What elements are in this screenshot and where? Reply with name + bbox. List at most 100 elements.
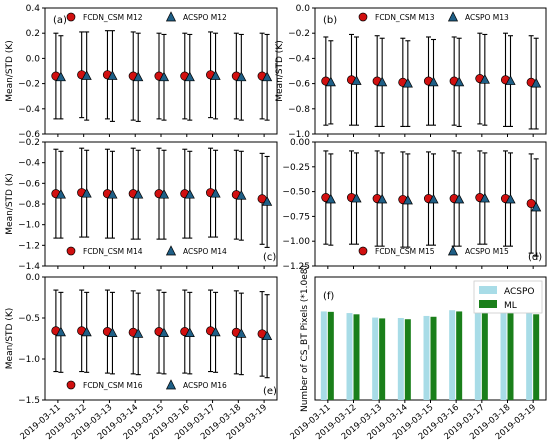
data-point-triangle (81, 187, 92, 198)
data-point-triangle (377, 76, 388, 87)
y-tick-label: −0.4 (288, 54, 310, 64)
legend-label: FCDN_CSM M16 (83, 381, 143, 390)
data-point-triangle (107, 327, 118, 337)
panel-f: Number of CS_BT Pixels (*1.0e8) ACSPO ML (f… (288, 265, 547, 442)
legend-label: FCDN_CSM M14 (83, 247, 143, 256)
panel-label: (f) (323, 291, 334, 302)
data-point-triangle (531, 77, 542, 88)
data-point-triangle (262, 330, 273, 341)
legend-marker-triangle (447, 11, 459, 22)
legend-label: ACSPO M13 (465, 13, 509, 22)
y-tick-label: −0.2 (18, 138, 40, 148)
y-tick-label: −0.50 (282, 188, 310, 198)
bar-acspo (320, 311, 327, 400)
legend-label: ACSPO M16 (183, 381, 227, 390)
y-tick-label: −1.0 (18, 355, 40, 365)
y-tick-label: 0.00 (290, 138, 310, 148)
data-point-triangle (262, 196, 273, 206)
data-point-triangle (210, 187, 221, 198)
data-point-triangle (158, 327, 170, 337)
y-tick-label: −0.4 (18, 105, 40, 115)
legend-label: ACSPO M14 (183, 247, 227, 256)
data-point-triangle (133, 188, 144, 199)
bar-ml (456, 311, 463, 400)
legend-marker-triangle (165, 11, 177, 22)
y-axis-label: Mean/STD (K) (5, 173, 15, 234)
legend-marker-triangle (447, 245, 459, 256)
data-point-triangle (377, 193, 388, 204)
y-axis-label: Mean/STD (K) (5, 40, 15, 101)
y-tick-label: −0.75 (282, 212, 310, 222)
data-point-triangle (236, 189, 247, 200)
bar-ml (379, 318, 386, 400)
y-axis-label: Mean/STD (K) (275, 40, 285, 101)
legend-label: ACSPO (504, 287, 535, 297)
data-point-triangle (505, 193, 516, 204)
data-point-triangle (402, 194, 413, 205)
legend-swatch (479, 286, 497, 294)
data-point-triangle (351, 192, 362, 203)
y-axis-label: Mean/STD (K) (5, 308, 15, 369)
legend-label: ACSPO M15 (465, 247, 509, 256)
data-point-triangle (351, 75, 362, 85)
data-point-triangle (479, 74, 490, 84)
y-axis-label: Number of CS_BT Pixels (*1.0e8) (300, 265, 310, 412)
legend-marker-triangle (165, 245, 177, 256)
legend-label: ML (504, 301, 517, 311)
legend-label: FCDN_CSM M13 (375, 13, 435, 22)
data-point-triangle (107, 70, 118, 80)
data-point-triangle (505, 75, 516, 85)
panel-a: 0.4 0.2 0.0 −0.2 −0.4 −0.6 Mean/STD (K) FCDN_CS… (5, 4, 278, 140)
panel-b: 0.0 −0.2 −0.4 −0.6 −0.8 −1.0 Mean/STD (K) FCDN_… (275, 4, 547, 140)
bar-ml (533, 314, 540, 400)
y-tick-label: −1.0 (18, 221, 40, 231)
panel-e: 0.0 −0.5 −1.0 −1.5 Mean/STD (K) FCDN_CSM M16 A… (5, 273, 278, 442)
data-point-triangle (81, 70, 92, 80)
bar-ml (430, 316, 437, 400)
data-point-triangle (479, 192, 490, 203)
plot-frame (44, 141, 278, 267)
y-tick-label: −1.5 (18, 396, 40, 406)
bar-ml (507, 312, 514, 400)
bar-ml (404, 319, 411, 400)
panel-label: (b) (323, 15, 337, 26)
bar-acspo (449, 310, 456, 400)
y-tick-label: 0.0 (296, 4, 311, 14)
y-tick-label: −0.4 (18, 159, 40, 169)
data-point-triangle (428, 76, 439, 87)
y-tick-label: −0.2 (288, 29, 310, 39)
data-point-triangle (262, 71, 273, 82)
y-tick-label: −0.25 (282, 163, 310, 173)
legend-marker-circle (66, 246, 76, 256)
bar-acspo (397, 318, 404, 400)
panel-label: (a) (53, 15, 67, 26)
y-tick-label: −0.8 (18, 200, 40, 210)
bar-acspo (500, 310, 507, 400)
bar-acspo (423, 315, 430, 400)
y-tick-label: 0.0 (26, 54, 41, 64)
data-point-triangle (531, 201, 542, 212)
data-point-triangle (184, 71, 195, 82)
legend-marker-circle (358, 12, 368, 22)
y-tick-label: −1.2 (18, 241, 40, 251)
data-point-triangle (107, 188, 118, 199)
y-tick-label: 0.0 (26, 273, 41, 283)
plot-frame (314, 7, 547, 135)
y-tick-label: −1.00 (282, 237, 310, 247)
data-point-triangle (236, 71, 247, 82)
data-point-triangle (133, 71, 144, 82)
y-tick-label: −0.6 (18, 130, 40, 140)
data-point-triangle (236, 328, 247, 338)
legend-label: ACSPO M12 (183, 13, 227, 22)
data-point-triangle (454, 193, 465, 204)
data-point-triangle (55, 188, 66, 199)
data-point-triangle (184, 327, 195, 337)
legend-marker-circle (66, 12, 76, 22)
legend-label: FCDN_CSM M12 (83, 13, 143, 22)
legend-marker-triangle (165, 379, 177, 390)
y-tick-label: −1.25 (282, 262, 310, 272)
data-point-triangle (325, 193, 336, 204)
bar-acspo (474, 309, 481, 400)
data-point-triangle (55, 71, 66, 82)
